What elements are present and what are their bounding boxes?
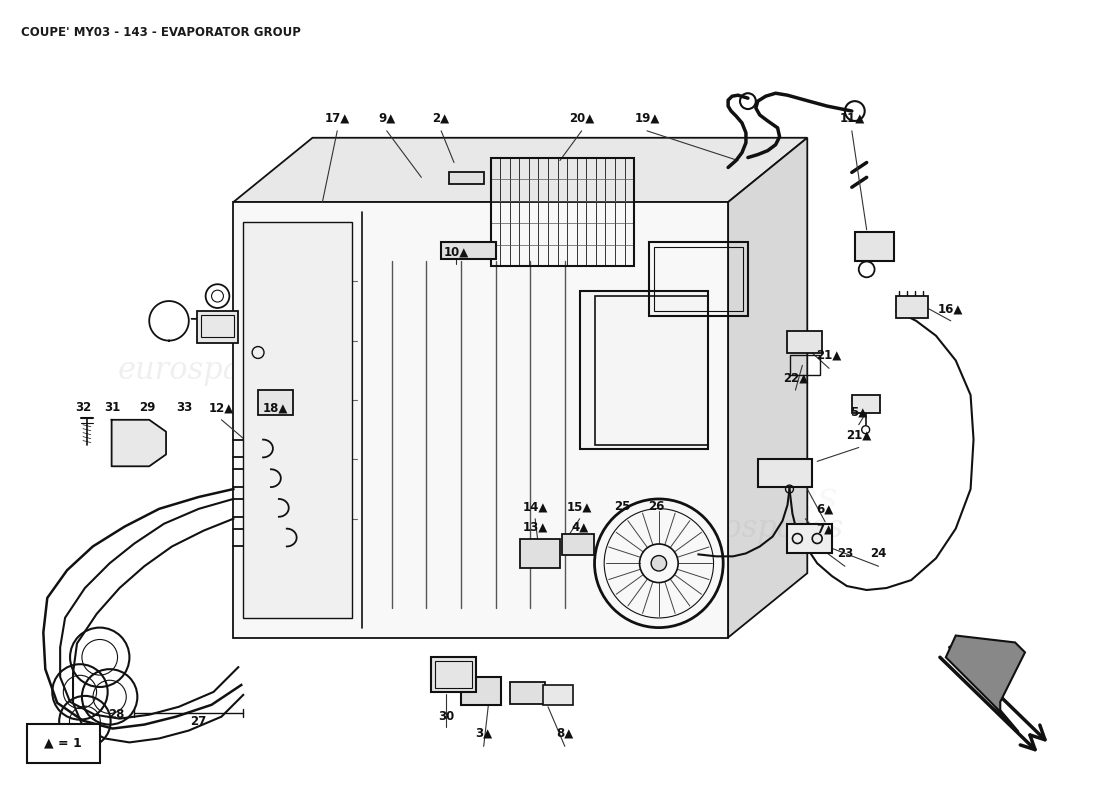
- Text: 24: 24: [870, 547, 887, 560]
- Text: 7▲: 7▲: [816, 522, 834, 535]
- Bar: [197, 311, 239, 342]
- Text: 17▲: 17▲: [324, 111, 350, 125]
- Text: 2▲: 2▲: [432, 111, 450, 125]
- Text: 16▲: 16▲: [938, 302, 964, 315]
- Text: 9▲: 9▲: [378, 111, 395, 125]
- Text: 25: 25: [614, 500, 630, 514]
- Bar: [543, 685, 573, 705]
- Text: 28: 28: [109, 708, 124, 721]
- Polygon shape: [233, 138, 807, 202]
- Text: eurospares: eurospares: [474, 365, 646, 396]
- Polygon shape: [728, 138, 807, 638]
- Text: ▲ = 1: ▲ = 1: [44, 737, 82, 750]
- Text: 8▲: 8▲: [557, 727, 573, 740]
- Bar: [791, 355, 821, 375]
- Bar: [461, 677, 500, 705]
- Bar: [449, 172, 484, 184]
- Bar: [649, 242, 748, 316]
- Text: 6▲: 6▲: [816, 502, 834, 515]
- Text: 13▲: 13▲: [522, 520, 548, 533]
- Polygon shape: [243, 222, 352, 618]
- Bar: [491, 158, 634, 266]
- Polygon shape: [233, 202, 728, 638]
- Text: 27: 27: [190, 715, 207, 728]
- Text: 14▲: 14▲: [522, 500, 548, 514]
- Bar: [855, 232, 894, 262]
- Bar: [594, 296, 708, 445]
- Text: 21▲: 21▲: [846, 428, 871, 441]
- Text: 19▲: 19▲: [635, 111, 660, 125]
- Text: 5▲: 5▲: [850, 406, 868, 418]
- FancyBboxPatch shape: [26, 723, 100, 763]
- Bar: [510, 682, 546, 704]
- Text: eurospares: eurospares: [672, 513, 844, 544]
- Text: eurospares: eurospares: [118, 355, 289, 386]
- Text: 26: 26: [648, 500, 664, 514]
- Bar: [788, 330, 822, 353]
- Text: 4▲: 4▲: [571, 520, 588, 533]
- Text: 32: 32: [75, 402, 91, 414]
- Text: eurospares: eurospares: [232, 394, 531, 446]
- Text: 10▲: 10▲: [443, 245, 469, 258]
- Text: 29: 29: [139, 402, 155, 414]
- Bar: [520, 538, 560, 568]
- Bar: [258, 390, 293, 415]
- Bar: [758, 459, 812, 487]
- Bar: [436, 662, 472, 688]
- Bar: [200, 315, 234, 337]
- Bar: [851, 395, 880, 413]
- Text: 18▲: 18▲: [262, 402, 287, 414]
- Bar: [896, 296, 928, 318]
- Text: 3▲: 3▲: [475, 727, 493, 740]
- Text: 30: 30: [438, 710, 454, 723]
- Text: 12▲: 12▲: [209, 402, 234, 414]
- Text: 21▲: 21▲: [816, 349, 842, 362]
- Polygon shape: [111, 420, 166, 466]
- Polygon shape: [580, 291, 708, 450]
- Text: 22▲: 22▲: [783, 372, 808, 385]
- Text: 33: 33: [176, 402, 192, 414]
- Bar: [653, 246, 742, 311]
- Circle shape: [651, 555, 667, 571]
- Text: COUPE' MY03 - 143 - EVAPORATOR GROUP: COUPE' MY03 - 143 - EVAPORATOR GROUP: [21, 26, 300, 39]
- Text: 23: 23: [837, 547, 852, 560]
- Bar: [431, 658, 476, 692]
- Bar: [441, 242, 496, 259]
- Polygon shape: [946, 635, 1025, 712]
- Text: 31: 31: [104, 402, 121, 414]
- Bar: [562, 534, 594, 555]
- Text: 11▲: 11▲: [839, 111, 865, 125]
- Text: eurospares: eurospares: [618, 481, 838, 518]
- Bar: [788, 524, 832, 554]
- Text: 15▲: 15▲: [566, 500, 593, 514]
- Text: 20▲: 20▲: [569, 111, 594, 125]
